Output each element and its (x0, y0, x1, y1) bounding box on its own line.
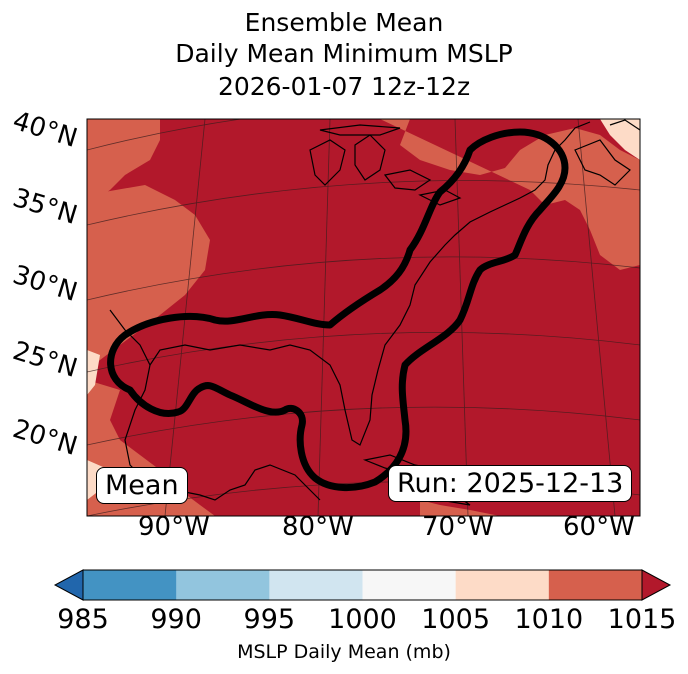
colorbar-segment-1005-1010 (455, 570, 550, 600)
chart-title-line1: Ensemble Mean (244, 8, 444, 37)
map-frame (86, 118, 641, 517)
colorbar-tick-985: 985 (57, 604, 109, 635)
colorbar-segment-990-995 (176, 570, 270, 600)
pressure-fill-1005-1010-west (87, 119, 215, 516)
contour-1010 (107, 128, 569, 492)
colorbar-segment-1010-1015 (548, 570, 643, 600)
run-date-label: Run: 2025-12-13 (388, 465, 633, 502)
colorbar-segment-995-1000 (269, 570, 363, 600)
colorbar-tick-1015: 1015 (607, 604, 677, 635)
colorbar-tick-990: 990 (150, 604, 202, 635)
colorbar-extend-low (53, 569, 84, 601)
mean-label: Mean (96, 467, 188, 504)
colorbar-tick-995: 995 (243, 604, 296, 635)
colorbar-segment-1000-1005 (362, 570, 457, 600)
colorbar-tick-1005: 1005 (421, 604, 491, 635)
colorbar-tick-1010: 1010 (514, 604, 584, 635)
lon-label-90w: 90°W (138, 512, 210, 542)
lon-label-80w: 80°W (282, 512, 354, 542)
colorbar-tick-1000: 1000 (328, 604, 397, 635)
lon-label-70w: 70°W (422, 512, 494, 542)
chart-title-line2: Daily Mean Minimum MSLP (175, 39, 513, 68)
lon-label-60w: 60°W (563, 512, 635, 542)
chart-title-line3: 2026-01-07 12z-12z (217, 72, 471, 101)
colorbar-extend-high (641, 569, 672, 601)
colorbar-label: MSLP Daily Mean (mb) (237, 641, 451, 663)
colorbar-segment-985-990 (83, 570, 177, 600)
